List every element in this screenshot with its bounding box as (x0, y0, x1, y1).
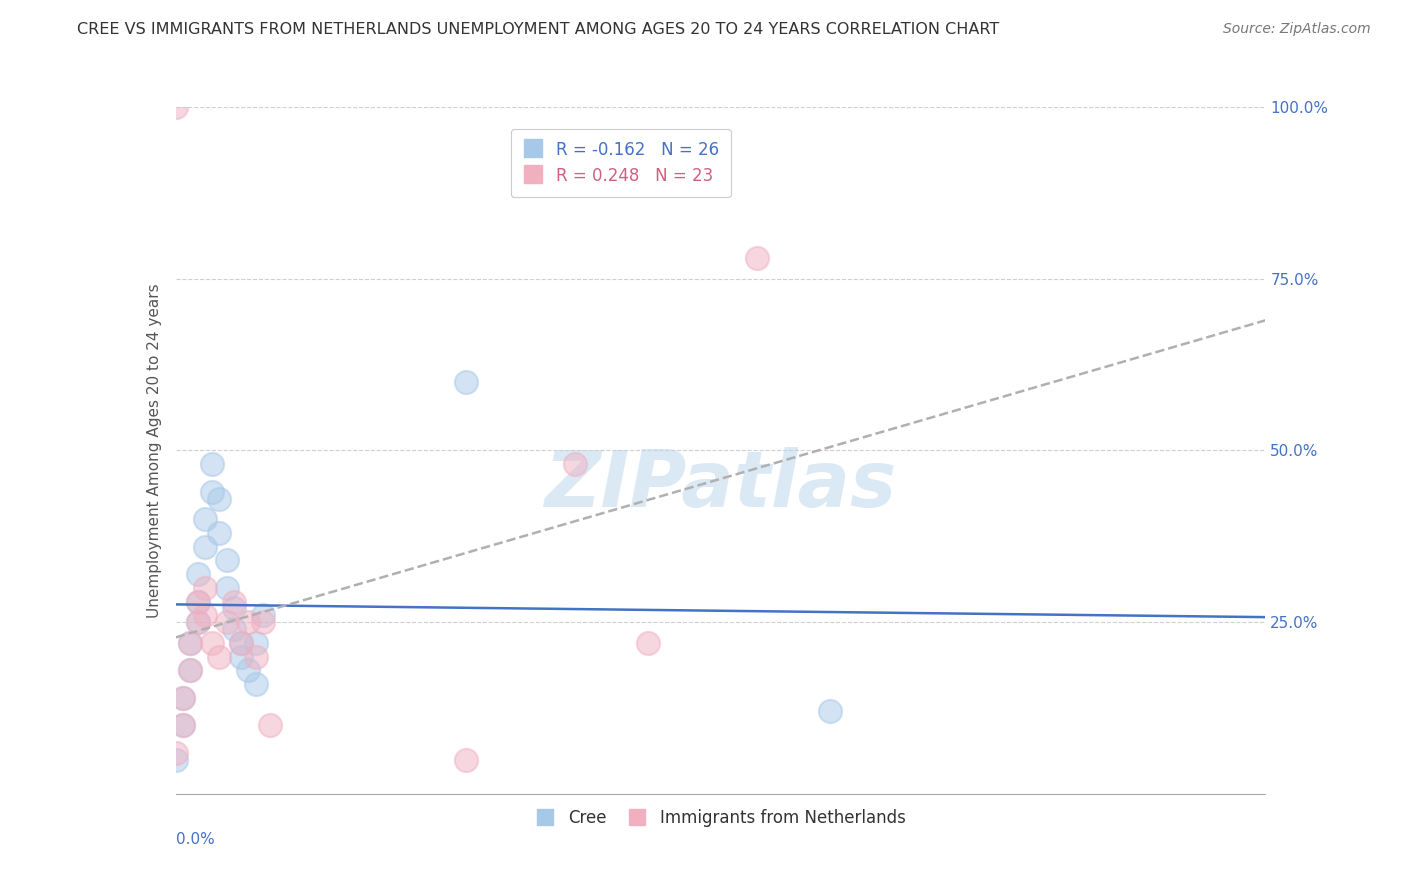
Point (165, 746, 187, 760)
Point (238, 615, 260, 630)
Text: Source: ZipAtlas.com: Source: ZipAtlas.com (1223, 22, 1371, 37)
Point (186, 594, 209, 608)
Point (194, 608, 217, 623)
Point (259, 718, 281, 732)
Point (208, 491, 231, 506)
Point (194, 512, 217, 526)
Point (252, 608, 274, 623)
Point (179, 663, 201, 677)
Point (186, 615, 209, 630)
Point (564, 457, 586, 471)
Point (165, 100, 187, 114)
Point (194, 540, 217, 554)
Text: ZIPatlas: ZIPatlas (544, 447, 897, 523)
Point (179, 636, 201, 650)
Point (186, 615, 209, 630)
Point (186, 594, 209, 608)
Point (231, 636, 253, 650)
Point (165, 753, 187, 767)
Point (245, 636, 267, 650)
Point (172, 690, 194, 705)
Point (818, 705, 841, 719)
Point (245, 649, 267, 664)
Text: 0.0%: 0.0% (176, 831, 215, 847)
Point (745, 251, 768, 265)
Point (172, 718, 194, 732)
Point (201, 484, 224, 499)
Point (194, 581, 217, 595)
Point (172, 718, 194, 732)
Point (201, 636, 224, 650)
Point (222, 594, 245, 608)
Point (222, 622, 245, 636)
Point (215, 581, 238, 595)
Point (456, 375, 478, 389)
Point (245, 677, 267, 691)
Point (252, 615, 274, 630)
Point (215, 615, 238, 630)
Point (208, 525, 231, 540)
Point (637, 636, 659, 650)
Point (179, 636, 201, 650)
Point (222, 601, 245, 615)
Point (456, 753, 478, 767)
Legend: Cree, Immigrants from Netherlands: Cree, Immigrants from Netherlands (529, 802, 912, 834)
Point (231, 636, 253, 650)
Point (238, 663, 260, 677)
Point (186, 567, 209, 582)
Point (201, 457, 224, 471)
Point (208, 649, 231, 664)
Point (231, 649, 253, 664)
Point (215, 553, 238, 567)
Point (179, 663, 201, 677)
Y-axis label: Unemployment Among Ages 20 to 24 years: Unemployment Among Ages 20 to 24 years (146, 283, 162, 618)
Text: CREE VS IMMIGRANTS FROM NETHERLANDS UNEMPLOYMENT AMONG AGES 20 TO 24 YEARS CORRE: CREE VS IMMIGRANTS FROM NETHERLANDS UNEM… (77, 22, 1000, 37)
Point (172, 690, 194, 705)
